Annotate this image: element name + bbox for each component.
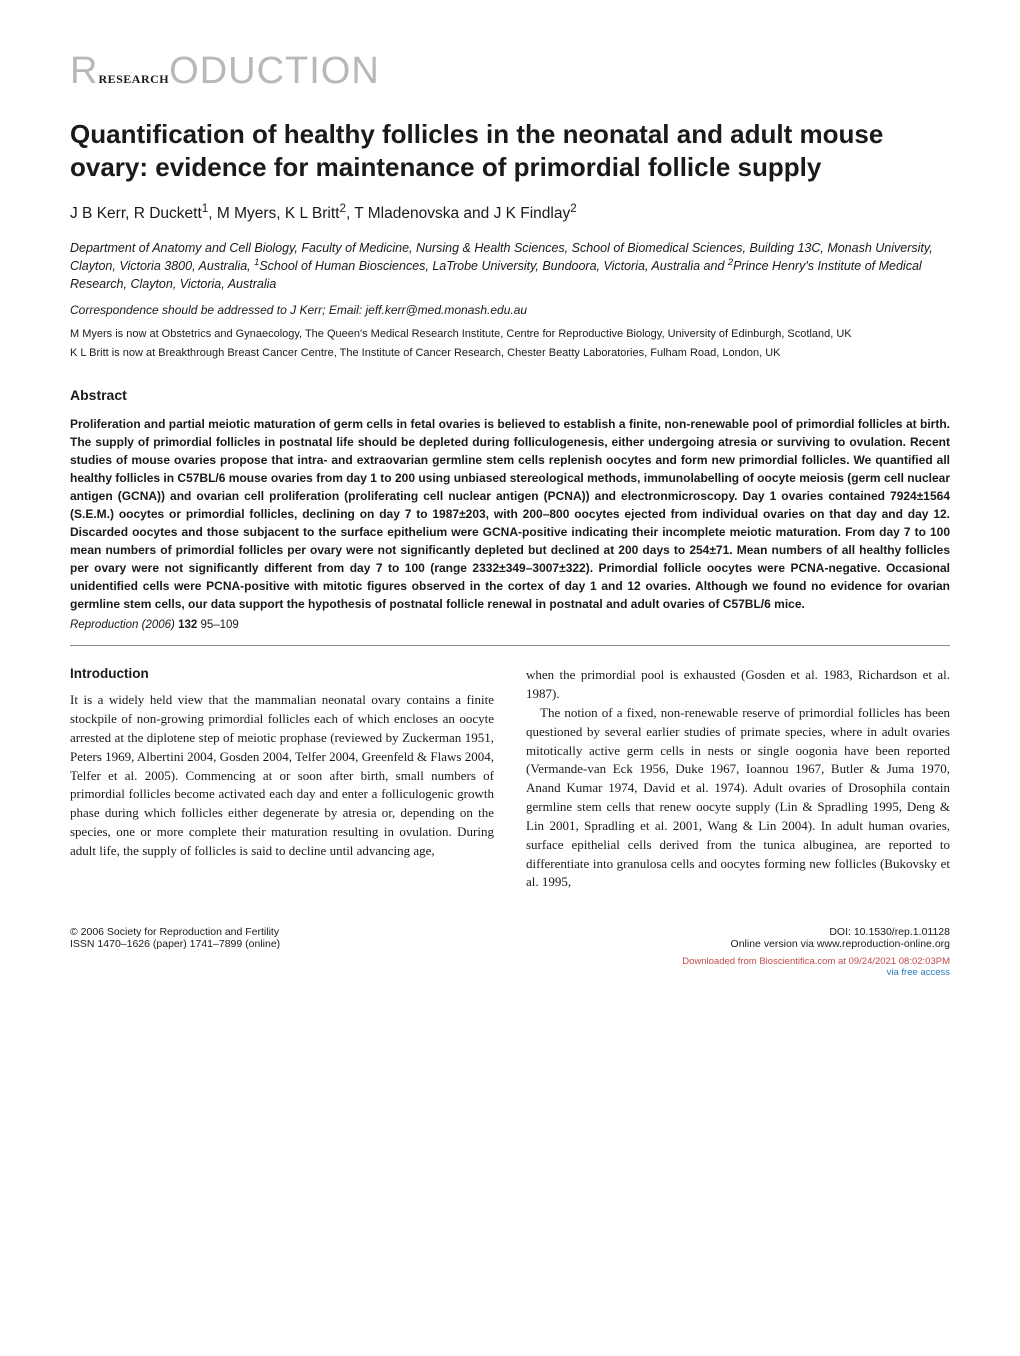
- footer-left: © 2006 Society for Reproduction and Fert…: [70, 926, 280, 978]
- left-column: Introduction It is a widely held view th…: [70, 666, 494, 892]
- section-divider: [70, 645, 950, 646]
- journal-logo: RRESEARCHODUCTION: [70, 50, 950, 93]
- citation-pages: 95–109: [200, 619, 238, 631]
- correspondence-line: Correspondence should be addressed to J …: [70, 303, 950, 317]
- citation-journal: Reproduction: [70, 619, 138, 631]
- intro-paragraph-left: It is a widely held view that the mammal…: [70, 691, 494, 861]
- introduction-heading: Introduction: [70, 666, 494, 681]
- citation-line: Reproduction (2006) 132 95–109: [70, 619, 950, 631]
- page-footer: © 2006 Society for Reproduction and Fert…: [70, 926, 950, 978]
- right-column: when the primordial pool is exhausted (G…: [526, 666, 950, 892]
- doi-line: DOI: 10.1530/rep.1.01128: [682, 926, 950, 938]
- footer-right: DOI: 10.1530/rep.1.01128 Online version …: [682, 926, 950, 978]
- abstract-heading: Abstract: [70, 387, 950, 403]
- citation-year: (2006): [142, 619, 175, 631]
- author-note-1: M Myers is now at Obstetrics and Gynaeco…: [70, 327, 950, 342]
- copyright-line: © 2006 Society for Reproduction and Fert…: [70, 926, 280, 938]
- free-access-label: via free access: [887, 967, 950, 978]
- logo-suffix: ODUCTION: [169, 50, 380, 92]
- intro-paragraph-right-2: The notion of a fixed, non-renewable res…: [526, 704, 950, 892]
- intro-paragraph-right-1: when the primordial pool is exhausted (G…: [526, 666, 950, 704]
- download-timestamp: Downloaded from Bioscientifica.com at 09…: [682, 956, 950, 967]
- online-version-line: Online version via www.reproduction-onli…: [682, 938, 950, 950]
- abstract-body: Proliferation and partial meiotic matura…: [70, 415, 950, 613]
- affiliation-block: Department of Anatomy and Cell Biology, …: [70, 239, 950, 293]
- author-note-2: K L Britt is now at Breakthrough Breast …: [70, 346, 950, 361]
- body-columns: Introduction It is a widely held view th…: [70, 666, 950, 892]
- article-title: Quantification of healthy follicles in t…: [70, 118, 950, 183]
- authors-line: J B Kerr, R Duckett1, M Myers, K L Britt…: [70, 205, 950, 223]
- issn-line: ISSN 1470–1626 (paper) 1741–7899 (online…: [70, 938, 280, 950]
- logo-prefix: R: [70, 50, 98, 92]
- citation-volume: 132: [178, 619, 197, 631]
- access-badge: Downloaded from Bioscientifica.com at 09…: [682, 956, 950, 978]
- logo-research-label: RESEARCH: [98, 72, 169, 86]
